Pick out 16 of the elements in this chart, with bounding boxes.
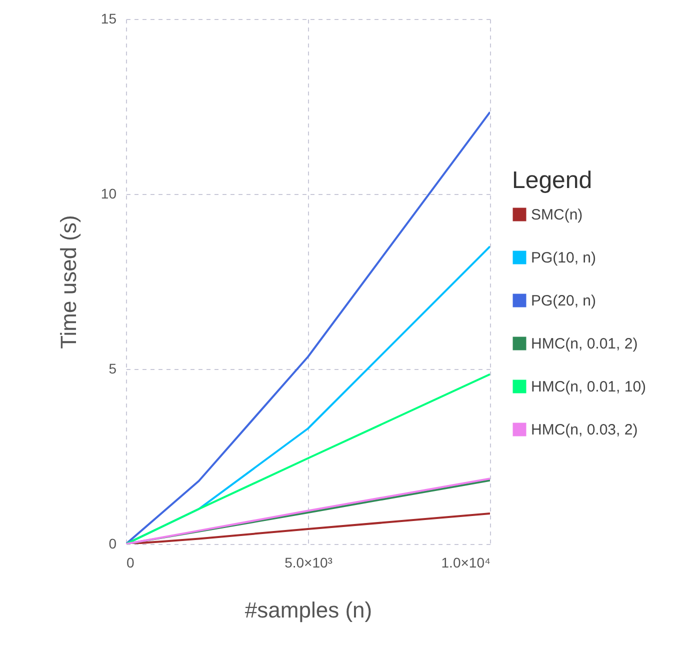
legend-label: HMC(n, 0.03, 2) [531, 422, 638, 438]
x-tick-label: 0 [126, 554, 134, 570]
y-tick-label: 0 [108, 536, 117, 552]
legend-label: PG(10, n) [531, 250, 596, 266]
legend-title: Legend [512, 167, 592, 194]
legend-label: PG(20, n) [531, 292, 596, 310]
y-tick-label: 15 [100, 10, 117, 26]
legend-label: SMC(n) [531, 206, 583, 224]
y-tick-label: 5 [108, 360, 117, 376]
legend-label: HMC(n, 0.01, 10) [531, 378, 646, 396]
y-tick-label: 10 [100, 186, 117, 202]
x-tick-label: 1.0×10⁴ [441, 554, 490, 570]
x-tick-label: 5.0×10³ [284, 554, 333, 570]
legend-label: HMC(n, 0.01, 2) [531, 336, 638, 352]
x-axis-title: #samples (n) [244, 598, 372, 622]
y-axis-title: Time used (s) [56, 215, 81, 349]
